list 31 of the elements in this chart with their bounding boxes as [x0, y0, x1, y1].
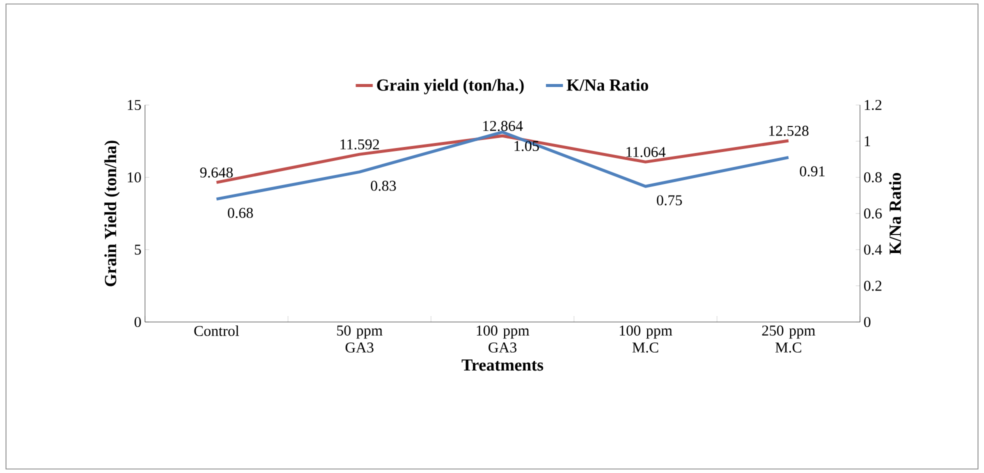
data-label: 11.064 [626, 146, 666, 158]
y2-axis-title: K/Na Ratio [889, 172, 901, 254]
y-tick-label: 10 [128, 172, 141, 182]
y2-tick-label: 0.6 [864, 208, 882, 219]
data-label: 9.648 [200, 167, 233, 178]
data-label: 0.83 [370, 180, 396, 191]
x-tick-label: Control [194, 326, 240, 336]
data-label: 0.91 [800, 166, 825, 176]
data-label: 0.68 [228, 208, 253, 218]
y2-tick-label: 0.2 [864, 280, 882, 291]
legend-label: Grain yield (ton/ha.) [377, 78, 524, 94]
data-label: 12.528 [769, 126, 808, 136]
x-tick-label: 100 ppm M.C [620, 326, 672, 353]
x-tick-label: 50 ppm GA3 [337, 326, 383, 353]
y2-tick-label: 1 [864, 136, 870, 146]
y-tick-label: 5 [134, 244, 141, 255]
y-tick-label: 15 [128, 100, 141, 110]
data-label: 1.05 [514, 140, 539, 152]
data-label: 0.75 [656, 195, 682, 206]
y2-tick-label: 0 [864, 316, 870, 328]
data-label: 12.864 [483, 120, 523, 132]
y2-tick-label: 1.2 [864, 100, 882, 110]
x-axis-title: Treatments [462, 359, 544, 371]
y-tick-label: 0 [134, 316, 141, 328]
legend-label: K/Na Ratio [566, 78, 648, 91]
y2-tick-label: 0.8 [864, 172, 882, 182]
y-axis-title: Grain Yield (ton/ha) [104, 140, 120, 286]
y2-tick-label: 0.4 [864, 244, 882, 255]
x-tick-label: 100 ppm GA3 [476, 326, 530, 353]
data-label: 11.592 [340, 139, 379, 150]
x-tick-label: 250 ppm M.C [762, 326, 816, 353]
